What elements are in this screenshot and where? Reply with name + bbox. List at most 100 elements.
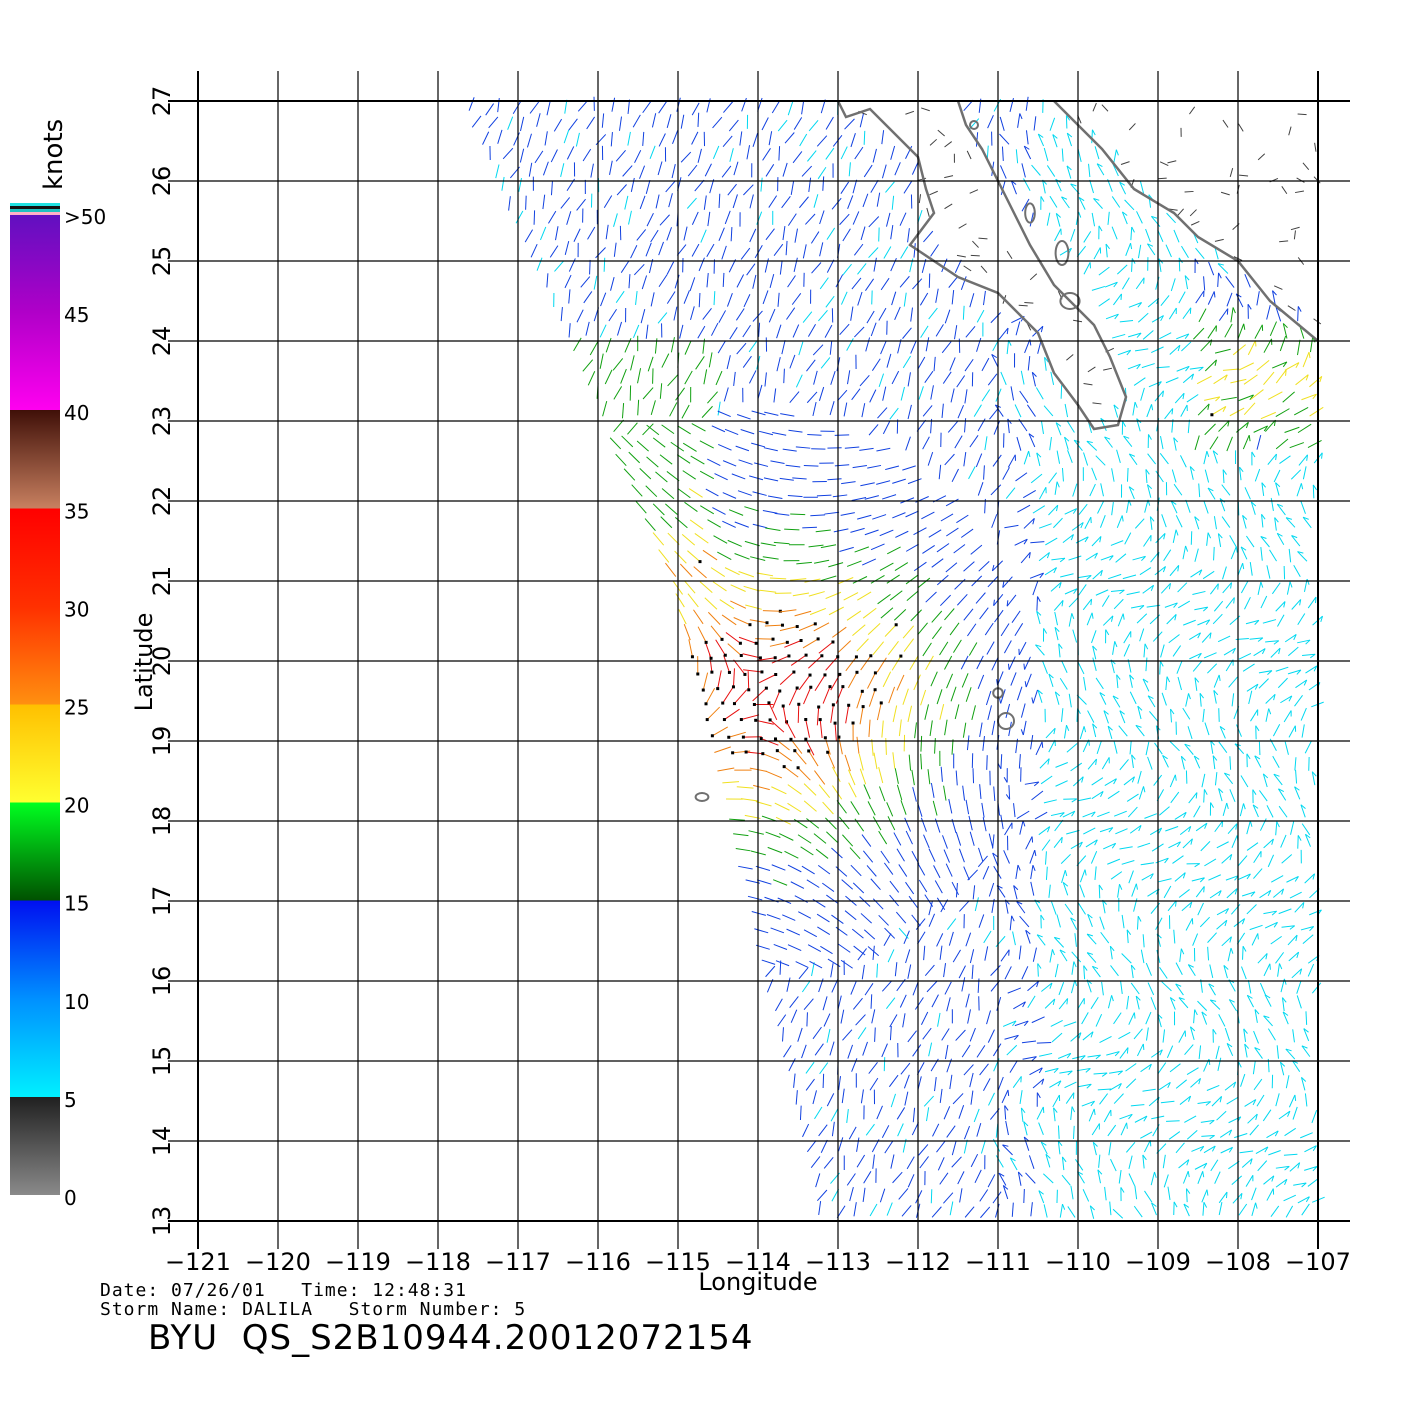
- wind-vector: [1207, 664, 1216, 673]
- wind-vector: [988, 705, 992, 720]
- wind-vector: [834, 529, 849, 532]
- latitude-tick-label: 24: [148, 326, 176, 357]
- wind-vector: [915, 998, 923, 1010]
- wind-vector: [1161, 645, 1165, 658]
- wind-vector: [1267, 805, 1273, 817]
- wind-vector: [762, 960, 775, 964]
- rain-flag-marker: [820, 654, 823, 657]
- wind-vector: [893, 752, 895, 768]
- wind-vector: [1138, 843, 1151, 847]
- wind-vector: [1260, 983, 1265, 995]
- wind-vector: [815, 675, 825, 691]
- wind-vector: [890, 408, 899, 419]
- wind-vector: [908, 479, 921, 484]
- wind-vector: [1010, 916, 1011, 930]
- wind-vector: [1021, 371, 1024, 385]
- wind-vector: [625, 338, 631, 352]
- wind-vector: [1017, 687, 1022, 701]
- wind-vector: [892, 479, 906, 483]
- wind-vector: [1092, 778, 1103, 785]
- wind-vector: [1096, 678, 1103, 689]
- rain-flag-marker: [774, 673, 777, 676]
- wind-vector: [1075, 1159, 1082, 1170]
- wind-vector: [605, 370, 612, 384]
- wind-vector-barb: [1132, 227, 1135, 232]
- colorbar-tick-label: 15: [64, 892, 89, 916]
- wind-vector: [862, 965, 864, 979]
- wind-vector: [964, 562, 975, 572]
- wind-vector: [690, 520, 703, 529]
- wind-vector: [992, 721, 995, 735]
- wind-vector: [948, 421, 957, 432]
- wind-vector: [906, 511, 919, 517]
- wind-vector: [747, 145, 750, 159]
- wind-vector: [1031, 865, 1033, 879]
- colorbar-tick-label: 40: [64, 401, 89, 425]
- wind-vector: [933, 1124, 939, 1137]
- wind-vector: [616, 150, 625, 161]
- wind-vector: [905, 882, 913, 894]
- wind-vector-land: [927, 208, 929, 217]
- wind-vector: [548, 211, 555, 223]
- wind-vector: [913, 1045, 921, 1057]
- wind-vector: [1060, 574, 1073, 577]
- wind-vector: [741, 248, 750, 259]
- wind-vector: [1032, 165, 1041, 175]
- wind-vector: [881, 851, 889, 863]
- wind-vector: [906, 544, 918, 551]
- wind-vector-barb: [1052, 949, 1054, 955]
- longitude-tick-label: −121: [165, 1248, 231, 1276]
- wind-vector: [794, 117, 801, 129]
- wind-vector: [869, 247, 879, 257]
- wind-vector: [1020, 821, 1023, 835]
- wind-vector: [953, 950, 960, 962]
- wind-vector: [1270, 322, 1276, 336]
- wind-vector: [791, 1010, 797, 1023]
- wind-vector-land: [978, 238, 987, 239]
- wind-vector: [807, 880, 819, 888]
- wind-vector: [659, 242, 664, 255]
- wind-vector: [804, 784, 816, 796]
- wind-vector: [918, 623, 928, 635]
- wind-vector: [778, 1015, 786, 1026]
- wind-vector: [1019, 946, 1021, 960]
- wind-vector: [791, 655, 806, 665]
- wind-vector: [611, 132, 612, 146]
- wind-vector: [793, 325, 799, 338]
- wind-vector: [1167, 1046, 1172, 1058]
- wind-vector: [684, 624, 690, 640]
- wind-vector-barb: [1024, 664, 1025, 670]
- wind-vector: [813, 1027, 821, 1039]
- wind-vector: [775, 999, 782, 1011]
- wind-vector: [945, 310, 950, 324]
- colorbar-tick-label: 30: [64, 597, 89, 621]
- wind-vector: [1036, 388, 1043, 400]
- wind-vector: [1308, 597, 1316, 608]
- wind-vector: [973, 885, 974, 899]
- wind-vector: [1302, 724, 1304, 737]
- wind-vector-barb: [1091, 599, 1092, 605]
- wind-vector-barb: [1219, 273, 1222, 278]
- wind-vector: [688, 594, 698, 607]
- latitude-tick-label: 23: [148, 406, 176, 437]
- wind-vector: [985, 946, 988, 960]
- colorbar-tick-label: 25: [64, 696, 89, 720]
- wind-vector: [588, 371, 594, 385]
- wind-vector-barb: [1066, 725, 1068, 731]
- wind-vector: [1273, 756, 1280, 768]
- wind-vector: [871, 994, 872, 1008]
- wind-vector: [1171, 278, 1175, 291]
- wind-vector: [944, 656, 951, 670]
- wind-vector: [804, 801, 816, 811]
- wind-vector: [1252, 1188, 1257, 1200]
- wind-vector: [1118, 884, 1120, 897]
- wind-vector: [1196, 886, 1204, 897]
- wind-vector: [1289, 1095, 1295, 1107]
- latitude-tick-label: 27: [148, 86, 176, 117]
- wind-vector: [780, 672, 794, 685]
- wind-vector: [899, 928, 908, 938]
- wind-vector: [1172, 856, 1183, 864]
- wind-vector: [867, 865, 876, 876]
- wind-vector-barb: [1195, 1010, 1198, 1015]
- wind-vector-land: [905, 111, 914, 114]
